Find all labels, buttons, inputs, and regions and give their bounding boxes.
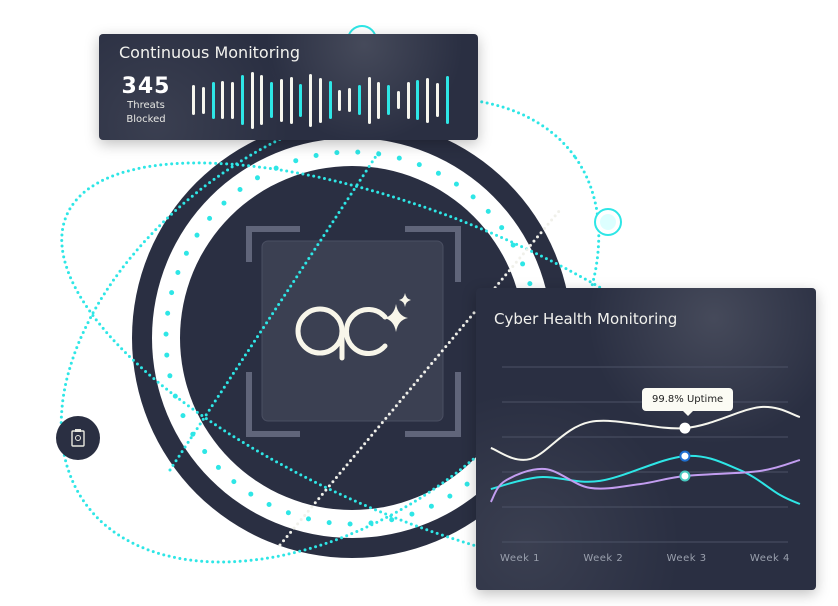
waveform-bar	[240, 75, 244, 125]
waveform-bar	[328, 81, 332, 119]
waveform-bar	[289, 76, 293, 124]
waveform-bar	[387, 85, 390, 115]
uptime-tooltip: 99.8% Uptime	[642, 388, 734, 416]
waveform-bar	[338, 89, 342, 111]
floating-bubble-inner	[600, 214, 616, 230]
x-tick-label: Week 1	[500, 553, 540, 564]
data-point-marker[interactable]	[679, 470, 691, 482]
threats-count: 345	[121, 74, 171, 99]
clipboard-icon	[71, 429, 85, 447]
waveform-bar	[416, 80, 420, 120]
waveform-bar	[270, 82, 273, 118]
waveform-bar	[231, 81, 234, 119]
waveform-bar	[279, 78, 283, 122]
continuous-monitoring-card: Continuous Monitoring 345 Threats Blocke…	[99, 34, 478, 140]
chip	[261, 240, 444, 422]
waveform-bar	[201, 86, 205, 114]
card-title: Continuous Monitoring	[119, 43, 301, 62]
orbit-line	[278, 208, 562, 547]
threats-label: Threats	[127, 100, 165, 111]
waveform-bar	[396, 91, 400, 109]
waveform-bar	[260, 75, 264, 125]
waveform-bar	[221, 81, 225, 119]
waveform-bar	[406, 81, 410, 119]
card-title: Cyber Health Monitoring	[494, 310, 678, 328]
waveform-bar	[377, 81, 381, 119]
waveform-bar	[435, 83, 439, 117]
sparkle-icon	[384, 293, 411, 332]
series-line-cyan	[490, 454, 801, 505]
waveform-bar	[318, 77, 322, 123]
chip-frame	[246, 226, 461, 437]
series-line-purple	[489, 458, 801, 503]
x-tick-label: Week 3	[666, 553, 707, 564]
waveform-bar	[367, 76, 371, 124]
data-point-marker[interactable]	[679, 422, 691, 434]
clipboard-button[interactable]	[56, 416, 100, 460]
waveform-bar	[348, 88, 351, 112]
x-tick-label: Week 2	[583, 553, 624, 564]
orbit-line	[168, 148, 382, 472]
waveform-bar	[445, 76, 449, 124]
waveform-bar	[250, 71, 254, 129]
data-point-marker[interactable]	[679, 450, 691, 462]
waveform-bar	[357, 85, 361, 115]
health-chart	[489, 366, 801, 543]
ac-sparkle-logo	[295, 306, 388, 361]
blocked-label: Blocked	[126, 114, 166, 125]
series-line-white	[490, 405, 801, 461]
waveform-bar	[299, 83, 303, 117]
waveform-bar	[309, 73, 312, 127]
cyber-health-card: Cyber Health Monitoring Week 1 Week 2 Week…	[476, 288, 816, 590]
waveform-bar	[211, 81, 215, 119]
waveform-bar	[426, 77, 429, 123]
activity-waveform	[192, 34, 472, 140]
x-tick-label: Week 4	[749, 553, 790, 564]
waveform-bar	[192, 85, 195, 115]
